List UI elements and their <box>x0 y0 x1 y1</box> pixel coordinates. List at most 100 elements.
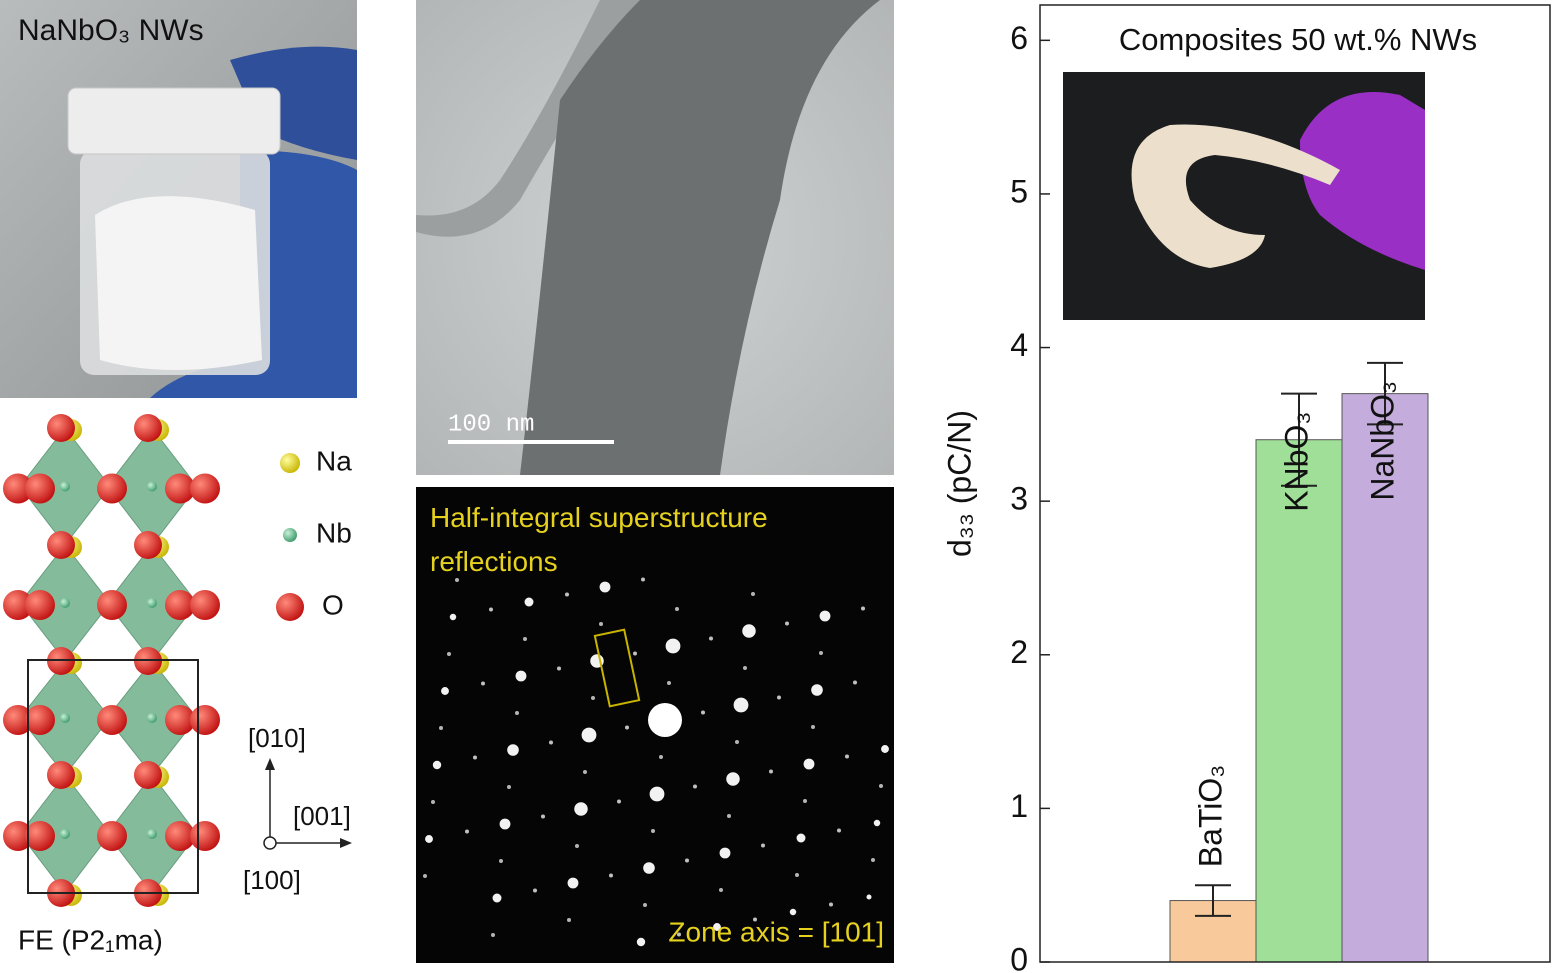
plot-frame <box>1039 4 1551 963</box>
nb-atom <box>60 598 70 608</box>
diffraction-spot <box>609 873 613 878</box>
axis-label: [001] <box>293 801 351 831</box>
annotation-line: Half-integral superstructure reflections <box>430 502 768 577</box>
structure-caption: FE (P2₁ma) <box>18 924 163 955</box>
diffraction-spot <box>709 636 713 641</box>
diffraction-spot <box>575 844 579 848</box>
bar-chart: 0 1 2 3 4 5 6 d₃₃ (pC/N) Composites 50 wt.% NWs B… <box>941 4 1551 973</box>
y-tick-label: 0 <box>1010 941 1028 973</box>
o-atom <box>47 761 75 789</box>
glove <box>230 46 357 160</box>
o-atom <box>165 821 195 851</box>
inset-glove <box>1300 92 1425 270</box>
diffraction-spot <box>574 802 588 816</box>
diffraction-spot <box>742 624 756 638</box>
diffraction-spot <box>499 818 511 830</box>
diffraction-spot <box>789 908 797 916</box>
o-atom <box>190 821 220 851</box>
diffraction-spot <box>719 888 723 892</box>
photo-panel: NaNbO₃ NWs <box>0 0 357 398</box>
nb-atom <box>60 713 70 723</box>
highlight-box <box>593 628 641 708</box>
diffraction-panel <box>416 487 925 963</box>
axis-out <box>263 836 277 850</box>
diffraction-spot <box>735 740 739 744</box>
diffraction-spot <box>866 894 872 900</box>
diffraction-spot <box>733 697 749 713</box>
diffraction-spot <box>449 613 457 621</box>
jar-lid <box>67 87 281 155</box>
diffraction-spot <box>751 592 755 596</box>
diffraction-spot <box>499 859 503 863</box>
diffraction-spot <box>507 744 519 756</box>
diffraction-spot <box>853 680 857 685</box>
diffraction-spot <box>581 727 597 743</box>
diffraction-spot <box>524 597 534 607</box>
diffraction-spot <box>861 606 865 611</box>
diffraction-spot <box>803 758 815 770</box>
photo-label: NaNbO₃ NWs <box>18 14 204 47</box>
category-label: BaTiO₃ <box>1192 765 1228 868</box>
diffraction-spot <box>719 847 731 859</box>
scale-label: 100 nm <box>448 411 534 438</box>
y-tick-label: 1 <box>1010 788 1028 824</box>
diffraction-spot <box>677 932 681 937</box>
diffraction-spot <box>567 918 571 922</box>
o-atom <box>47 531 75 559</box>
o-atom <box>25 705 55 735</box>
y-tick-label: 5 <box>1010 173 1028 209</box>
diffraction-spot <box>507 785 511 789</box>
diffraction-spot <box>777 695 781 700</box>
diffraction-spot <box>761 843 765 848</box>
o-atom <box>165 473 195 504</box>
diffraction-spot <box>675 607 679 611</box>
diffraction-spot <box>432 760 442 770</box>
diffraction-spot <box>565 592 569 597</box>
diffraction-spot <box>465 829 469 834</box>
nb-atom <box>147 829 157 839</box>
diffraction-spot <box>492 893 502 903</box>
diffraction-spot <box>693 784 697 789</box>
zone-axis-label: Zone axis = [101] <box>668 916 884 947</box>
chart-title: Composites 50 wt.% NWs <box>1119 22 1477 57</box>
central-beam <box>648 703 682 737</box>
legend-label: Nb <box>316 517 352 548</box>
diffraction-spot <box>727 814 731 818</box>
diffraction-spot <box>811 725 815 729</box>
o-atom <box>190 590 220 620</box>
bar <box>1255 439 1343 963</box>
unit-cell <box>27 659 199 894</box>
category-label: NaNbO₃ <box>1364 381 1400 501</box>
legend-label: O <box>322 589 344 620</box>
diffraction-spot <box>785 621 789 626</box>
diffraction-spot <box>557 666 561 671</box>
o-atom <box>3 473 33 504</box>
o-atom <box>97 473 127 504</box>
diffraction-spot <box>659 755 663 759</box>
diffraction-spot <box>819 651 823 655</box>
diffraction-spot <box>431 800 435 804</box>
diffraction-spot <box>667 681 671 685</box>
diffraction-spot <box>753 917 757 922</box>
o-atom <box>134 414 162 442</box>
o-atom <box>165 590 195 620</box>
axis-arrowhead <box>265 758 275 770</box>
axis-label: [010] <box>248 723 306 753</box>
diffraction-spot <box>811 684 823 696</box>
nb-atom <box>147 713 157 723</box>
inset-ribbon <box>1131 124 1340 268</box>
diffraction-spot <box>701 710 705 715</box>
y-tick-label: 3 <box>1010 481 1028 517</box>
o-atom <box>3 705 33 735</box>
diffraction-spot <box>713 923 721 931</box>
diffraction-spot <box>643 862 655 874</box>
diffraction-spot <box>726 772 740 786</box>
diffraction-spot <box>665 638 681 654</box>
category-label: KNbO₃ <box>1278 412 1314 512</box>
diffraction-spot <box>515 711 519 715</box>
carbon-film <box>416 0 640 237</box>
diffraction-spot <box>441 687 449 695</box>
diffraction-spot <box>617 799 621 804</box>
diffraction-spot <box>473 755 477 760</box>
o-atom <box>25 821 55 851</box>
